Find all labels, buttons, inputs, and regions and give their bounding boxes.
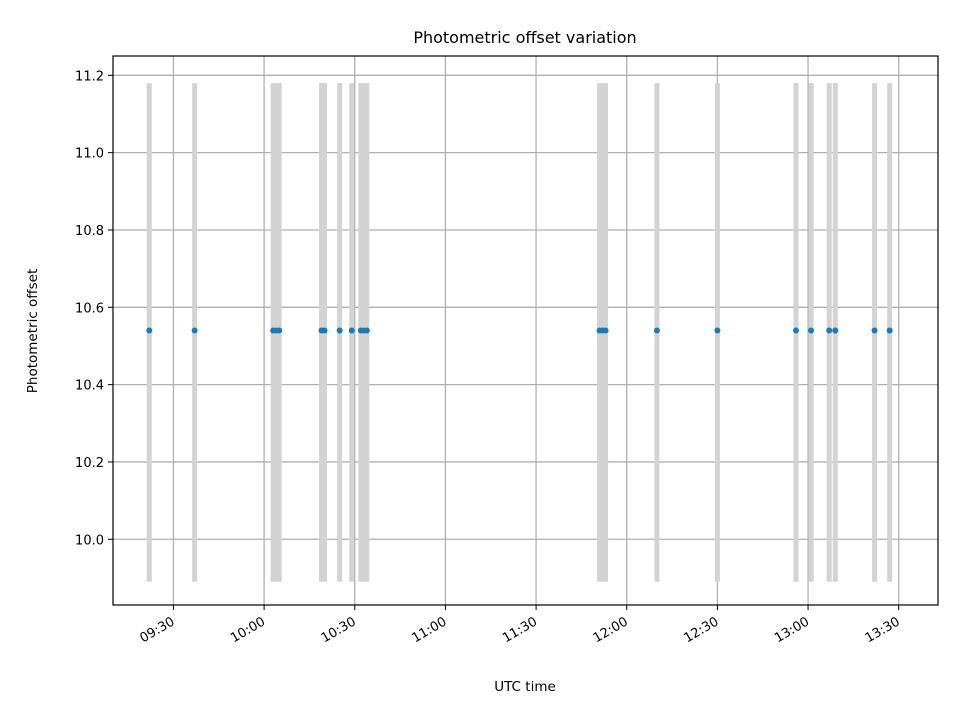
data-point: [336, 327, 343, 334]
x-axis-title: UTC time: [494, 679, 556, 695]
data-point: [348, 327, 355, 334]
chart-title: Photometric offset variation: [413, 28, 636, 47]
data-point: [792, 327, 799, 334]
data-point: [832, 327, 839, 334]
data-point: [714, 327, 721, 334]
y-tick-label: 11.2: [75, 69, 104, 84]
data-point: [191, 327, 198, 334]
plot-area-background: [113, 56, 938, 605]
data-point: [602, 327, 609, 334]
plot-frame: [112, 55, 939, 606]
y-axis: 10.0 10.2 10.4 10.6 10.8 11.0 11.2: [75, 69, 113, 548]
y-tick-label: 10.6: [75, 301, 104, 316]
y-tick-label: 10.4: [75, 379, 104, 394]
y-tick-label: 10.0: [75, 533, 104, 548]
data-point: [871, 327, 878, 334]
data-point: [276, 327, 283, 334]
data-point: [653, 327, 660, 334]
data-point: [321, 327, 328, 334]
y-tick-label: 11.0: [75, 147, 104, 162]
data-point: [146, 327, 153, 334]
data-point: [886, 327, 893, 334]
y-tick-label: 10.8: [75, 224, 104, 239]
data-point: [826, 327, 833, 334]
grid-lines: [113, 56, 938, 605]
data-point: [808, 327, 815, 334]
data-points: [146, 327, 893, 334]
y-axis-title: Photometric offset: [25, 269, 41, 393]
data-point: [363, 327, 370, 334]
y-tick-label: 10.2: [75, 456, 104, 471]
